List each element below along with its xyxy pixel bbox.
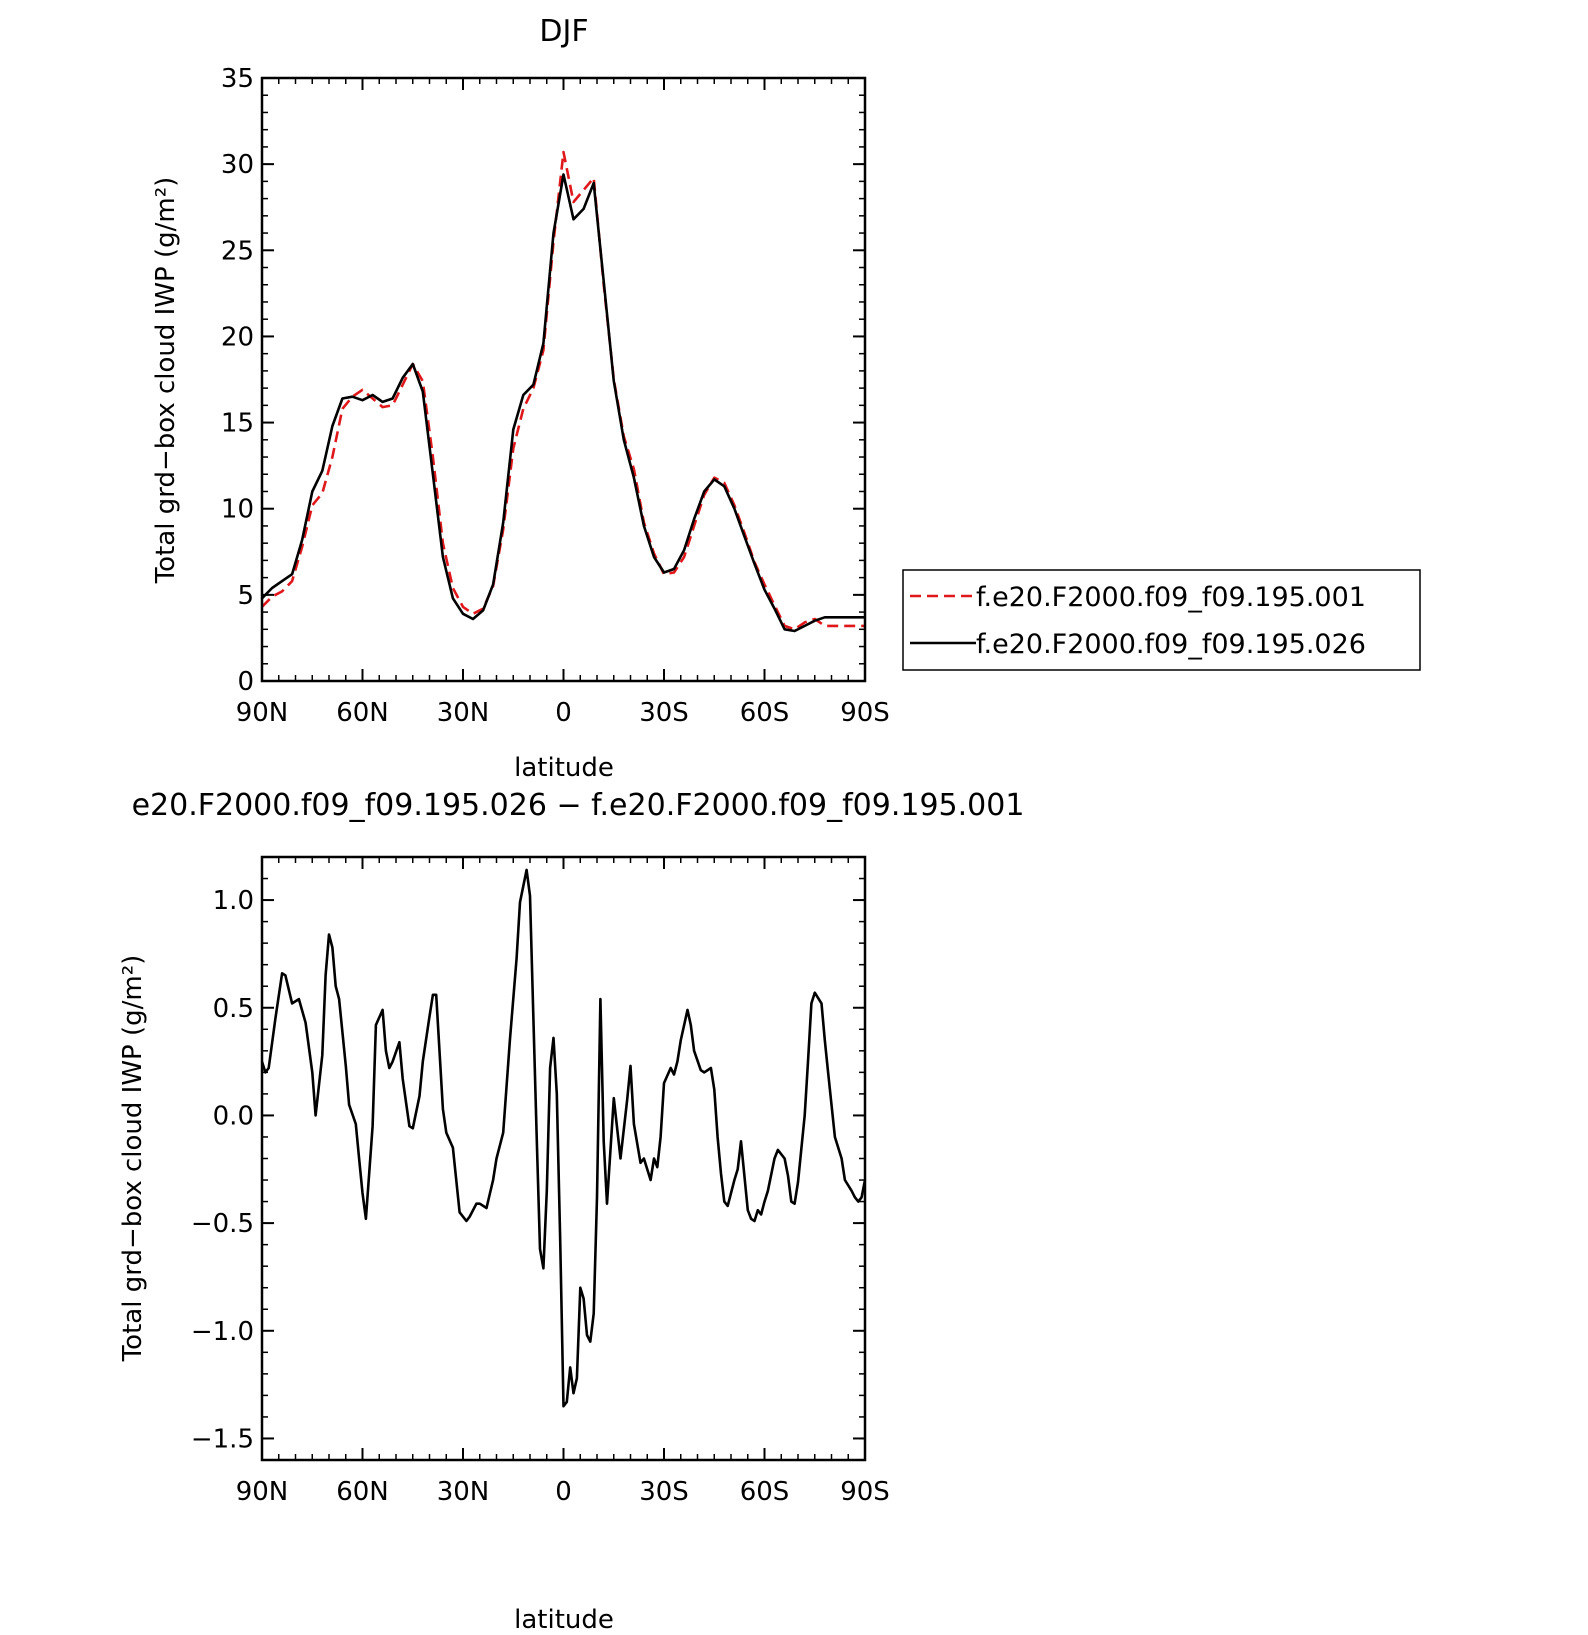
top-x-tick-label: 60S: [740, 698, 790, 728]
legend-box: [902, 569, 1421, 671]
top-y-tick-label: 0: [237, 667, 254, 697]
top-x-axis-label: latitude: [514, 753, 614, 783]
top-plot-frame: [260, 76, 867, 683]
top-y-tick-label: 5: [237, 581, 254, 611]
top-x-tick-label: 30S: [639, 698, 689, 728]
top-y-tick-label: 25: [221, 236, 254, 266]
bottom-series-lines: [260, 868, 867, 1408]
top-x-tick-label: 90N: [236, 698, 289, 728]
bottom-y-tick-label: −0.5: [191, 1209, 254, 1239]
legend-entry-0: f.e20.F2000.f09_f09.195.001: [976, 582, 1366, 613]
top-axis-ticks: 0 5 10 15 20 25 30 35 90N 60N 30N 0 30S 60S 90S: [221, 64, 890, 728]
bottom-x-axis-label: latitude: [514, 1605, 614, 1635]
top-y-tick-label: 35: [221, 64, 254, 94]
top-series-line-0: [261, 150, 865, 631]
bottom-series-line-0: [260, 868, 867, 1408]
bottom-y-tick-label: −1.0: [191, 1317, 254, 1347]
bottom-chart-title: e20.F2000.f09_f09.195.026 − f.e20.F2000.…: [132, 788, 1025, 823]
top-x-tick-label: 90S: [840, 698, 890, 728]
bottom-axis-ticks: −1.5 −1.0 −0.5 0.0 0.5 1.0 90N 60N 30N 0 30S 60S 90S: [191, 856, 890, 1507]
bottom-y-tick-label: −1.5: [191, 1424, 254, 1454]
legend: f.e20.F2000.f09_f09.195.001 f.e20.F2000.…: [902, 569, 1421, 671]
top-y-tick-label: 10: [221, 495, 254, 525]
top-x-tick-label: 0: [555, 698, 572, 728]
bottom-panel: e20.F2000.f09_f09.195.026 − f.e20.F2000.…: [118, 788, 1024, 1635]
top-series-line-1: [261, 173, 865, 633]
top-x-tick-label: 30N: [437, 698, 490, 728]
top-y-tick-label: 15: [221, 409, 254, 439]
bottom-y-axis-label: Total grd−box cloud IWP (g/m²): [118, 955, 148, 1363]
bottom-x-tick-label: 90S: [840, 1477, 890, 1507]
top-x-tick-label: 60N: [336, 698, 389, 728]
bottom-y-tick-label: 1.0: [213, 886, 254, 916]
bottom-x-tick-label: 0: [555, 1477, 572, 1507]
bottom-y-tick-label: 0.0: [213, 1101, 254, 1131]
top-y-tick-label: 20: [221, 322, 254, 352]
bottom-x-tick-label: 60S: [740, 1477, 790, 1507]
top-y-axis-label: Total grd−box cloud IWP (g/m²): [151, 177, 181, 585]
top-y-tick-label: 30: [221, 150, 254, 180]
top-series-lines: [261, 150, 865, 633]
top-panel: DJF 0 5 10 15 20 25 30 35 90N 60N 30N 0 30S 60S 90S la…: [151, 14, 1421, 783]
bottom-plot-frame: [260, 855, 867, 1462]
bottom-y-tick-label: 0.5: [213, 994, 254, 1024]
bottom-x-tick-label: 60N: [336, 1477, 389, 1507]
bottom-x-tick-label: 30N: [437, 1477, 490, 1507]
legend-entry-1: f.e20.F2000.f09_f09.195.026: [976, 629, 1366, 660]
bottom-x-tick-label: 90N: [236, 1477, 289, 1507]
top-chart-title: DJF: [539, 14, 588, 49]
bottom-x-tick-label: 30S: [639, 1477, 689, 1507]
